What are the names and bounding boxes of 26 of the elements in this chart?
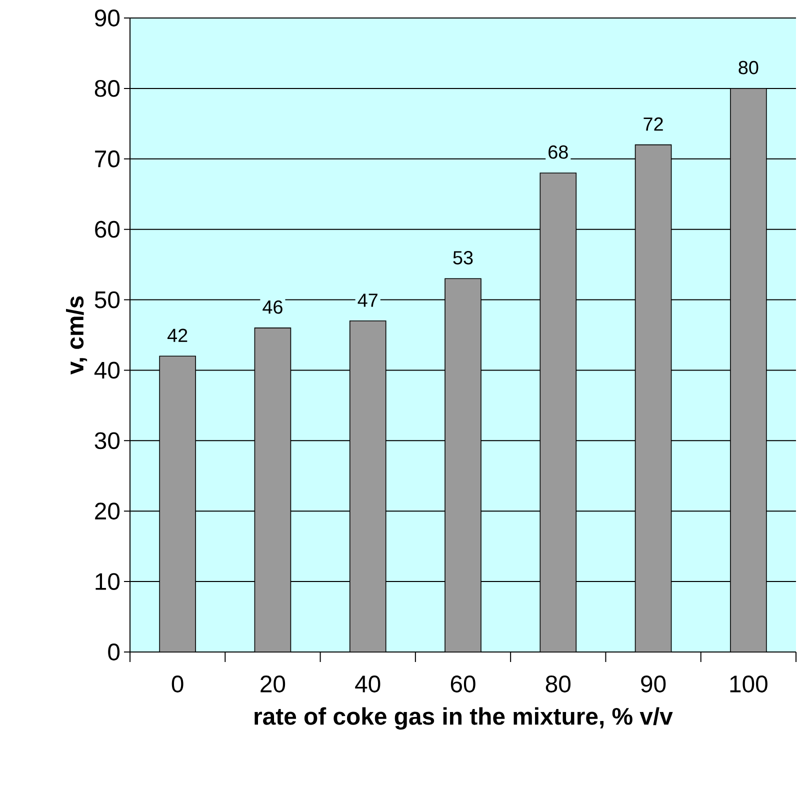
y-tick-label: 70 — [95, 150, 120, 168]
y-axis-title: v, cm/s — [66, 296, 88, 375]
data-label: 80 — [738, 60, 758, 74]
y-tick-label: 40 — [94, 362, 120, 379]
y-tick-label: 30 — [94, 432, 120, 450]
x-tick-label: 80 — [546, 676, 570, 692]
data-label: 47 — [358, 294, 378, 307]
y-tick-label: 0 — [108, 644, 120, 660]
y-tick-label: 80 — [94, 80, 120, 97]
x-tick-label: 0 — [172, 676, 184, 692]
data-label: 72 — [644, 117, 663, 131]
y-tick-label: 10 — [96, 573, 120, 590]
y-tick-label: 50 — [94, 291, 120, 308]
y-tick-label: 60 — [95, 220, 120, 238]
y-tick-label: 20 — [95, 502, 120, 520]
data-label: 68 — [548, 145, 568, 159]
x-axis-title: rate of coke gas in the mixture, % v/v — [254, 707, 673, 730]
x-tick-label: 90 — [641, 676, 666, 692]
x-tick-label: 40 — [355, 676, 380, 692]
x-tick-label: 100 — [730, 676, 768, 692]
data-label: 42 — [167, 328, 188, 342]
data-label: 53 — [453, 251, 473, 264]
data-label: 46 — [262, 300, 282, 314]
x-tick-label: 20 — [260, 676, 286, 692]
x-tick-label: 60 — [450, 676, 476, 692]
y-tick-label: 90 — [95, 10, 120, 26]
